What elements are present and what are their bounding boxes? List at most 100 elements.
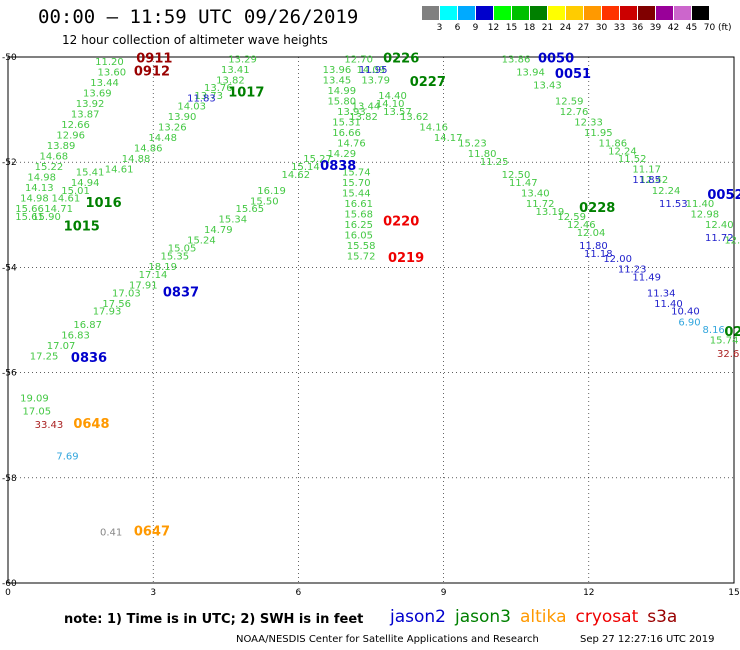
wave-height-label: 14.09 [356, 65, 385, 76]
satellite-name: cryosat [575, 607, 639, 627]
wave-height-label: 11.52 [618, 154, 647, 165]
scale-label: 45 [685, 23, 698, 33]
wave-height-label: 15.80 [327, 96, 356, 107]
wave-height-label: 14.68 [39, 152, 68, 163]
wave-height-label: 15.31 [332, 117, 361, 128]
wave-height-label: 16.19 [257, 186, 286, 197]
x-tick-label: 15 [728, 588, 739, 598]
y-tick-label: -52 [2, 158, 17, 168]
wave-height-label: 13.43 [533, 81, 562, 92]
wave-height-label: 14.86 [134, 144, 163, 155]
wave-height-label: 13.73 [194, 91, 223, 102]
wave-height-label: 13.82 [349, 112, 378, 123]
wave-height-label: 13.79 [361, 75, 390, 86]
wave-height-label: 13.44 [90, 78, 119, 89]
wave-height-label: 15.23 [458, 138, 487, 149]
satellite-name: s3a [647, 607, 678, 627]
wave-height-label: 11.18 [584, 249, 613, 260]
satellite-name: jason2 [390, 607, 446, 627]
wave-height-label: 15.70 [342, 178, 371, 189]
wave-height-label: 15.66 [15, 204, 44, 215]
wave-height-label: 15.74 [342, 167, 371, 178]
scale-label: 36 [631, 23, 644, 33]
wave-height-label: 16.87 [73, 320, 102, 331]
wave-height-label: 0.41 [100, 528, 122, 539]
wave-height-label: 15.22 [35, 162, 64, 173]
wave-height-label: 11.80 [579, 241, 608, 252]
wave-height-label: 13.76 [204, 83, 233, 94]
scale-swatch [494, 6, 511, 20]
wave-height-label: 13.96 [323, 65, 352, 76]
wave-height-label: 14.94 [71, 178, 100, 189]
wave-height-label: 14.40 [378, 91, 407, 102]
wave-height-label: 11.25 [480, 157, 509, 168]
wave-height-label: 15.58 [347, 241, 376, 252]
scale-label: 39 [649, 23, 662, 33]
wave-height-label: 11.95 [584, 128, 613, 139]
scale-swatch [584, 6, 601, 20]
satellite-name: altika [520, 607, 567, 627]
scale-swatch [512, 6, 529, 20]
x-tick-label: 3 [150, 588, 156, 598]
wave-height-label: 15.14 [291, 162, 320, 173]
wave-height-label: 14.99 [327, 86, 356, 97]
wave-height-label: 17.03 [112, 288, 141, 299]
scale-label: 6 [454, 23, 461, 33]
wave-height-label: 7.69 [56, 451, 78, 462]
x-tick-label: 0 [5, 588, 11, 598]
y-tick-label: -54 [2, 263, 17, 273]
pass-time-label: 0912 [134, 64, 170, 79]
wave-height-label: 12.24 [652, 186, 681, 197]
wave-height-label: 16.05 [344, 230, 373, 241]
wave-height-label: 14.76 [337, 138, 366, 149]
wave-height-label: 11.20 [95, 57, 124, 68]
wave-height-label: 15.74 [710, 336, 739, 347]
scale-swatch [458, 6, 475, 20]
wave-height-label: 12.66 [61, 120, 90, 131]
scale-swatch [656, 6, 673, 20]
scale-swatch [674, 6, 691, 20]
pass-time-label: 0648 [73, 417, 109, 432]
scale-swatch [530, 6, 547, 20]
wave-height-label: 14.98 [27, 173, 56, 184]
wave-height-label: 15.01 [61, 186, 90, 197]
wave-height-label: 11.95 [359, 65, 388, 76]
pass-time-label: 0220 [383, 214, 419, 229]
wave-height-label: 15.34 [219, 215, 248, 226]
pass-time-label: 1016 [85, 196, 121, 211]
scale-label: 9 [472, 23, 479, 33]
wave-height-label: 15.50 [250, 196, 279, 207]
wave-height-label: 11.85 [632, 175, 661, 186]
pass-time-label: 0226 [383, 51, 419, 66]
scale-swatch [440, 6, 457, 20]
wave-height-label: 17.14 [139, 270, 168, 281]
wave-height-label: 11.80 [468, 149, 497, 160]
wave-height-label: 12.59 [557, 212, 586, 223]
wave-height-label: 13.41 [221, 65, 250, 76]
map-frame [7, 56, 735, 584]
wave-height-label: 14.48 [148, 133, 177, 144]
wave-height-label: 11.23 [618, 265, 647, 276]
wave-height-label: 14.03 [177, 102, 206, 113]
wave-height-label: 12.70 [344, 54, 373, 65]
wave-height-label: 11.83 [187, 94, 216, 105]
wave-height-label: 15.35 [160, 252, 189, 263]
map-title: 00:00 – 11:59 UTC 09/26/2019 [38, 6, 359, 28]
wave-height-label: 13.60 [98, 67, 127, 78]
wave-height-label: 15.05 [168, 244, 197, 255]
wave-height-label: 11.40 [686, 199, 715, 210]
wave-height-label: 11.34 [647, 288, 676, 299]
wave-height-label: 14.88 [122, 154, 151, 165]
wave-height-label: 15.61 [15, 212, 44, 223]
generation-timestamp: Sep 27 12:27:16 UTC 2019 [580, 634, 715, 645]
wave-height-label: 13.29 [228, 54, 257, 65]
wave-height-label: 16.61 [344, 199, 373, 210]
scale-units: (ft) [718, 23, 732, 33]
scale-swatch [476, 6, 493, 20]
scale-swatch [602, 6, 619, 20]
wave-height-label: 13.92 [76, 99, 105, 110]
scale-swatch [548, 6, 565, 20]
wave-height-label: 14.17 [434, 133, 463, 144]
wave-height-label: 14.61 [52, 194, 81, 205]
